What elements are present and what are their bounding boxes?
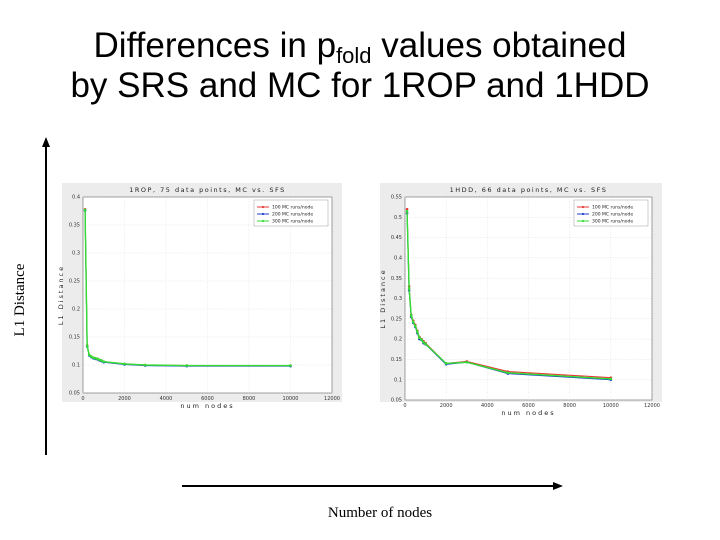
data-point [444,362,448,365]
data-point [87,353,91,357]
legend-marker [581,212,585,216]
y-tick-label: 0.15 [391,357,402,363]
data-point [143,363,147,367]
x-tick-label: 6000 [522,403,535,409]
data-point [416,330,419,334]
y-tick-label: 0.35 [69,223,80,229]
y-tick-label: 0.3 [72,251,80,257]
plot-title: 1ROP, 75 data points, MC vs. SFS [129,186,285,194]
y-tick-label: 0.25 [391,316,402,322]
data-point [90,355,93,358]
x-tick-label: 0 [403,403,406,409]
data-point [411,320,415,324]
chart-1hdd: 1HDD, 66 data points, MC vs. SFS 0.05 0.1 0… [379,183,662,417]
data-point [420,338,423,341]
legend-box [253,199,329,227]
legend-marker [261,205,265,209]
legend-label: 300 MC runs/node [592,219,633,225]
data-point [85,344,89,348]
data-point [413,324,417,328]
legend-marker [581,219,585,223]
legend-marker [581,205,585,209]
data-point [405,207,409,211]
legend-marker [261,219,265,223]
title-line-2: by SRS and MC for 1ROP and 1HDD [70,66,650,105]
legend-label: 300 MC runs/node [272,219,313,225]
legend-marker [261,212,265,216]
slide-x-axis-label: Number of nodes [327,505,433,521]
data-point [289,364,292,367]
y-tick-label: 0.5 [394,215,402,221]
data-point [506,371,510,375]
data-point [609,377,613,381]
data-point [418,336,421,340]
x-tick-label: 10000 [603,403,619,409]
y-tick-label: 0.15 [69,335,80,341]
y-tick-label: 0.2 [72,307,80,313]
x-tick-label: 10000 [283,396,299,402]
y-tick-label: 0.1 [72,363,80,369]
y-tick-label: 0.05 [391,398,402,404]
data-point [96,357,99,361]
x-tick-label: 8000 [563,403,576,409]
y-tick-label: 0.4 [72,195,80,201]
legend-box [573,199,649,227]
x-tick-label: 12000 [644,403,660,409]
title-suffix: values obtained [371,26,627,65]
y-tick-label: 0.45 [391,235,402,241]
data-point [409,314,413,317]
plot-title: 1HDD, 66 data points, MC vs. SFS [450,186,608,194]
legend-label: 100 MC runs/node [592,205,633,211]
plot-x-axis-label: num nodes [180,402,234,410]
data-point [185,364,189,367]
plot-y-axis-label: L1 Distance [379,268,387,328]
title-prefix: Differences in p [93,26,337,65]
legend-label: 200 MC runs/node [592,212,633,218]
legend-label: 100 MC runs/node [272,205,313,211]
y-tick-label: 0.2 [394,337,402,343]
y-tick-label: 0.25 [69,279,80,285]
data-point [422,341,425,344]
x-tick-label: 12000 [324,396,340,402]
data-point [98,358,101,362]
x-tick-label: 6000 [201,396,214,402]
y-tick-label: 0.4 [394,256,402,262]
data-point [94,356,97,360]
data-point [83,208,87,212]
x-tick-label: 2000 [118,396,131,402]
x-tick-label: 2000 [440,403,453,409]
x-tick-label: 4000 [481,403,494,409]
y-tick-label: 0.55 [391,195,402,201]
y-tick-label: 0.1 [394,377,402,383]
plot-x-axis-label: num nodes [501,409,555,417]
y-tick-label: 0.35 [391,276,402,282]
x-tick-label: 0 [81,396,84,402]
x-tick-label: 4000 [160,396,173,402]
data-point [100,359,103,362]
slide-title: Differences in pfold values obtained by … [0,26,720,106]
x-tick-label: 8000 [243,396,256,402]
data-point [424,342,427,346]
data-point [405,209,409,213]
y-tick-label: 0.05 [69,391,80,397]
legend-label: 200 MC runs/node [272,212,313,218]
plot-y-axis-label: L1 Distance [57,265,65,325]
y-tick-label: 0.3 [394,296,402,302]
data-point [102,360,106,363]
data-point [407,287,411,290]
data-point [465,360,469,364]
chart-1rop: 1ROP, 75 data points, MC vs. SFS 0.05 0.1 0… [57,183,342,410]
data-point [123,362,126,366]
data-point [92,356,95,360]
title-subscript: fold [336,43,372,68]
